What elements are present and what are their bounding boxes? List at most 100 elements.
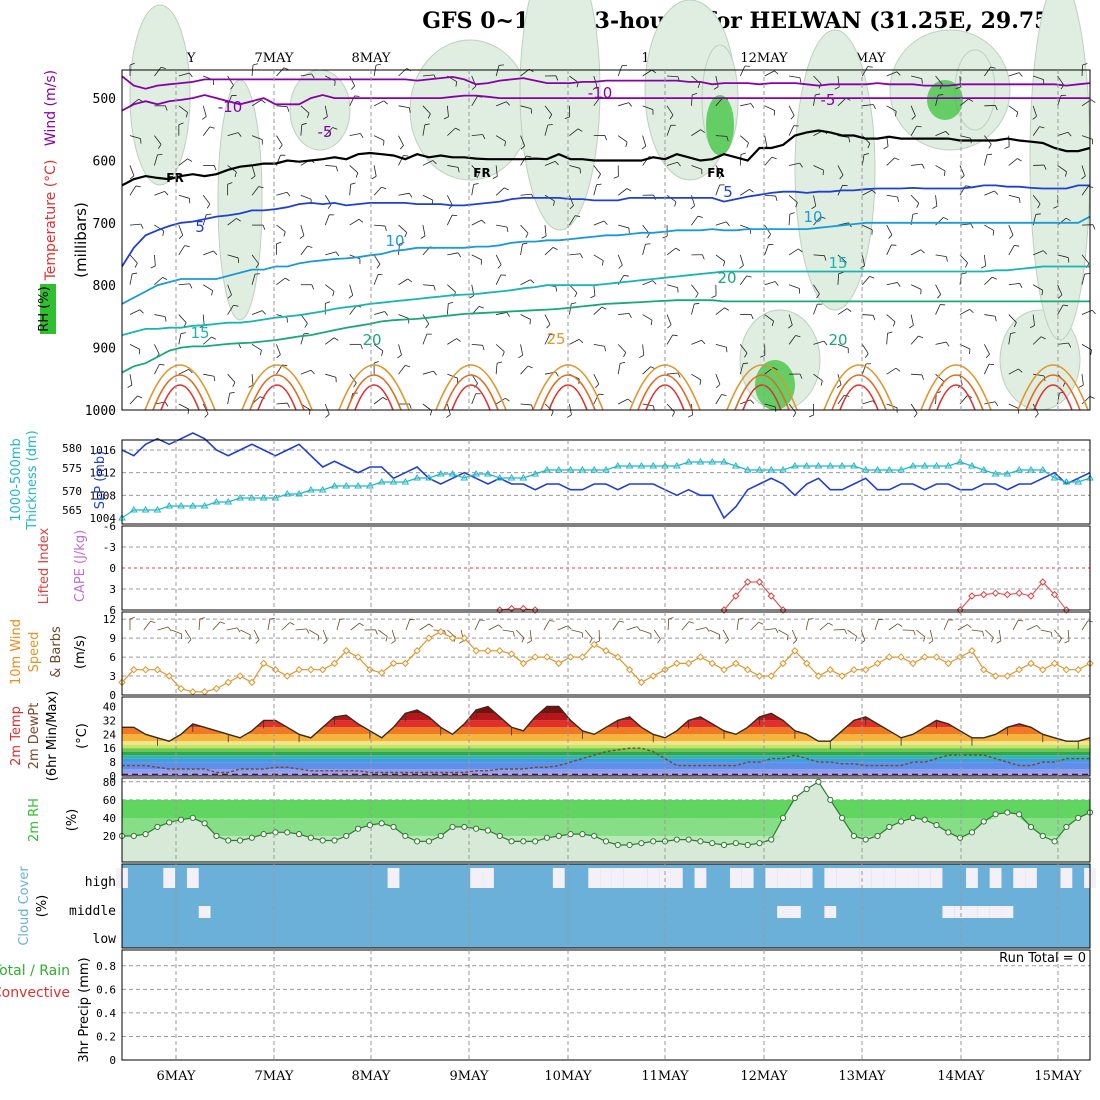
wind-barb [325, 251, 336, 256]
wind-speed-marker [165, 672, 173, 680]
wind-barb [154, 154, 158, 166]
wind-barb [154, 224, 164, 232]
wind-barb [739, 275, 748, 285]
temperature-band [122, 713, 1090, 721]
wind-barb [211, 336, 217, 340]
temperature-band [122, 734, 1090, 742]
rh-marker [142, 831, 149, 838]
wind-axis-label: Wind (m/s) [43, 70, 59, 146]
wind-barb [1033, 250, 1044, 256]
thickness-marker [519, 474, 528, 481]
wind-barb [791, 629, 798, 641]
cloud-cell-middle [824, 906, 837, 918]
wind-barb [474, 619, 480, 631]
wind-barb [373, 186, 382, 196]
wind-barb [691, 303, 695, 315]
wind-barb [164, 401, 169, 407]
wind-barb [618, 224, 629, 229]
lifted-index-marker [968, 592, 976, 600]
barbs-axis-label: & Barbs [49, 626, 64, 678]
wind-barb [959, 309, 970, 315]
wind-speed-marker [991, 672, 1000, 680]
wind-speed-marker [141, 666, 150, 674]
wind-barb [740, 399, 751, 405]
wind-barb [154, 314, 166, 318]
wind-speed-marker [460, 634, 469, 642]
wind-barb [771, 156, 777, 160]
isotherm-5 [121, 184, 1090, 267]
wind-barb [738, 617, 744, 620]
wind-barb [623, 352, 627, 358]
wind-barb [568, 403, 572, 415]
rh-marker [638, 840, 645, 847]
wind-barb [433, 370, 437, 376]
rh-marker [732, 840, 739, 847]
cloud-panel-frame [121, 863, 1091, 949]
wind-barb [300, 245, 308, 256]
rh-marker [425, 838, 433, 845]
cloud-cell-high [765, 868, 778, 888]
wind-barb [642, 105, 654, 110]
date-label-top: 12MAY [740, 51, 788, 66]
wind-barb [251, 374, 254, 386]
wind-speed-marker [153, 666, 162, 674]
wind-barb [1057, 342, 1069, 345]
rh-marker [1004, 809, 1011, 816]
wind-barb [1040, 336, 1046, 340]
rh-marker [591, 832, 598, 840]
wind-barb [662, 235, 668, 239]
wind-barb [886, 244, 892, 256]
wind-barb [764, 244, 769, 256]
cloud-cell-high [777, 868, 789, 888]
wind-barb [547, 124, 553, 126]
wind-barb [405, 619, 411, 631]
wind-barb [422, 124, 426, 136]
wind-barb [666, 125, 672, 136]
wind-barb [506, 312, 510, 317]
wind-barb [667, 324, 672, 329]
wind-barb [984, 190, 995, 196]
wind-barb [617, 254, 623, 266]
wind-barb [1029, 325, 1035, 329]
wind-barb [525, 232, 529, 238]
wind-barb [886, 157, 895, 166]
wind-speed-marker [696, 653, 705, 661]
wind-barb [969, 309, 974, 313]
precip-panel-frame [121, 949, 1091, 1061]
rh-marker [697, 838, 704, 845]
lifted-index-marker [1039, 578, 1047, 586]
wind-barb [495, 135, 506, 142]
wind-barb [597, 173, 601, 179]
wind-barb [691, 195, 696, 206]
wind-barb [167, 626, 172, 632]
rh-marker [449, 823, 456, 831]
wind-barb [671, 411, 675, 417]
wind-barb [443, 116, 449, 120]
wind-barb [722, 629, 729, 640]
wind-barb [178, 158, 188, 166]
rh-marker [992, 811, 999, 818]
wind-speed-marker [389, 659, 398, 668]
wind-barb [198, 619, 201, 631]
cloud-axis-label: Cloud Cover [17, 866, 32, 946]
rh-legend-swatch [40, 284, 56, 334]
precip-tick: 0.2 [96, 1030, 116, 1043]
date-label-bottom: 10MAY [544, 1069, 592, 1084]
wind-barb [327, 204, 332, 209]
wind-barb [276, 135, 283, 146]
wind-barb [398, 192, 410, 196]
wind-barb [251, 344, 262, 351]
rh-axis-label: RH (%) [37, 286, 52, 331]
wind-barb [619, 620, 625, 623]
wind-barb [544, 124, 549, 136]
wind-barb [129, 135, 141, 140]
wind-barb [653, 629, 661, 640]
wind-barb [943, 217, 949, 220]
cloud-cell-middle [788, 906, 801, 918]
thickness-marker [649, 462, 658, 469]
wind-barb [502, 351, 505, 357]
wind-barb [715, 221, 727, 226]
wind-barb [691, 373, 702, 381]
wind-barb [227, 254, 239, 259]
wind-speed-marker [720, 666, 728, 674]
